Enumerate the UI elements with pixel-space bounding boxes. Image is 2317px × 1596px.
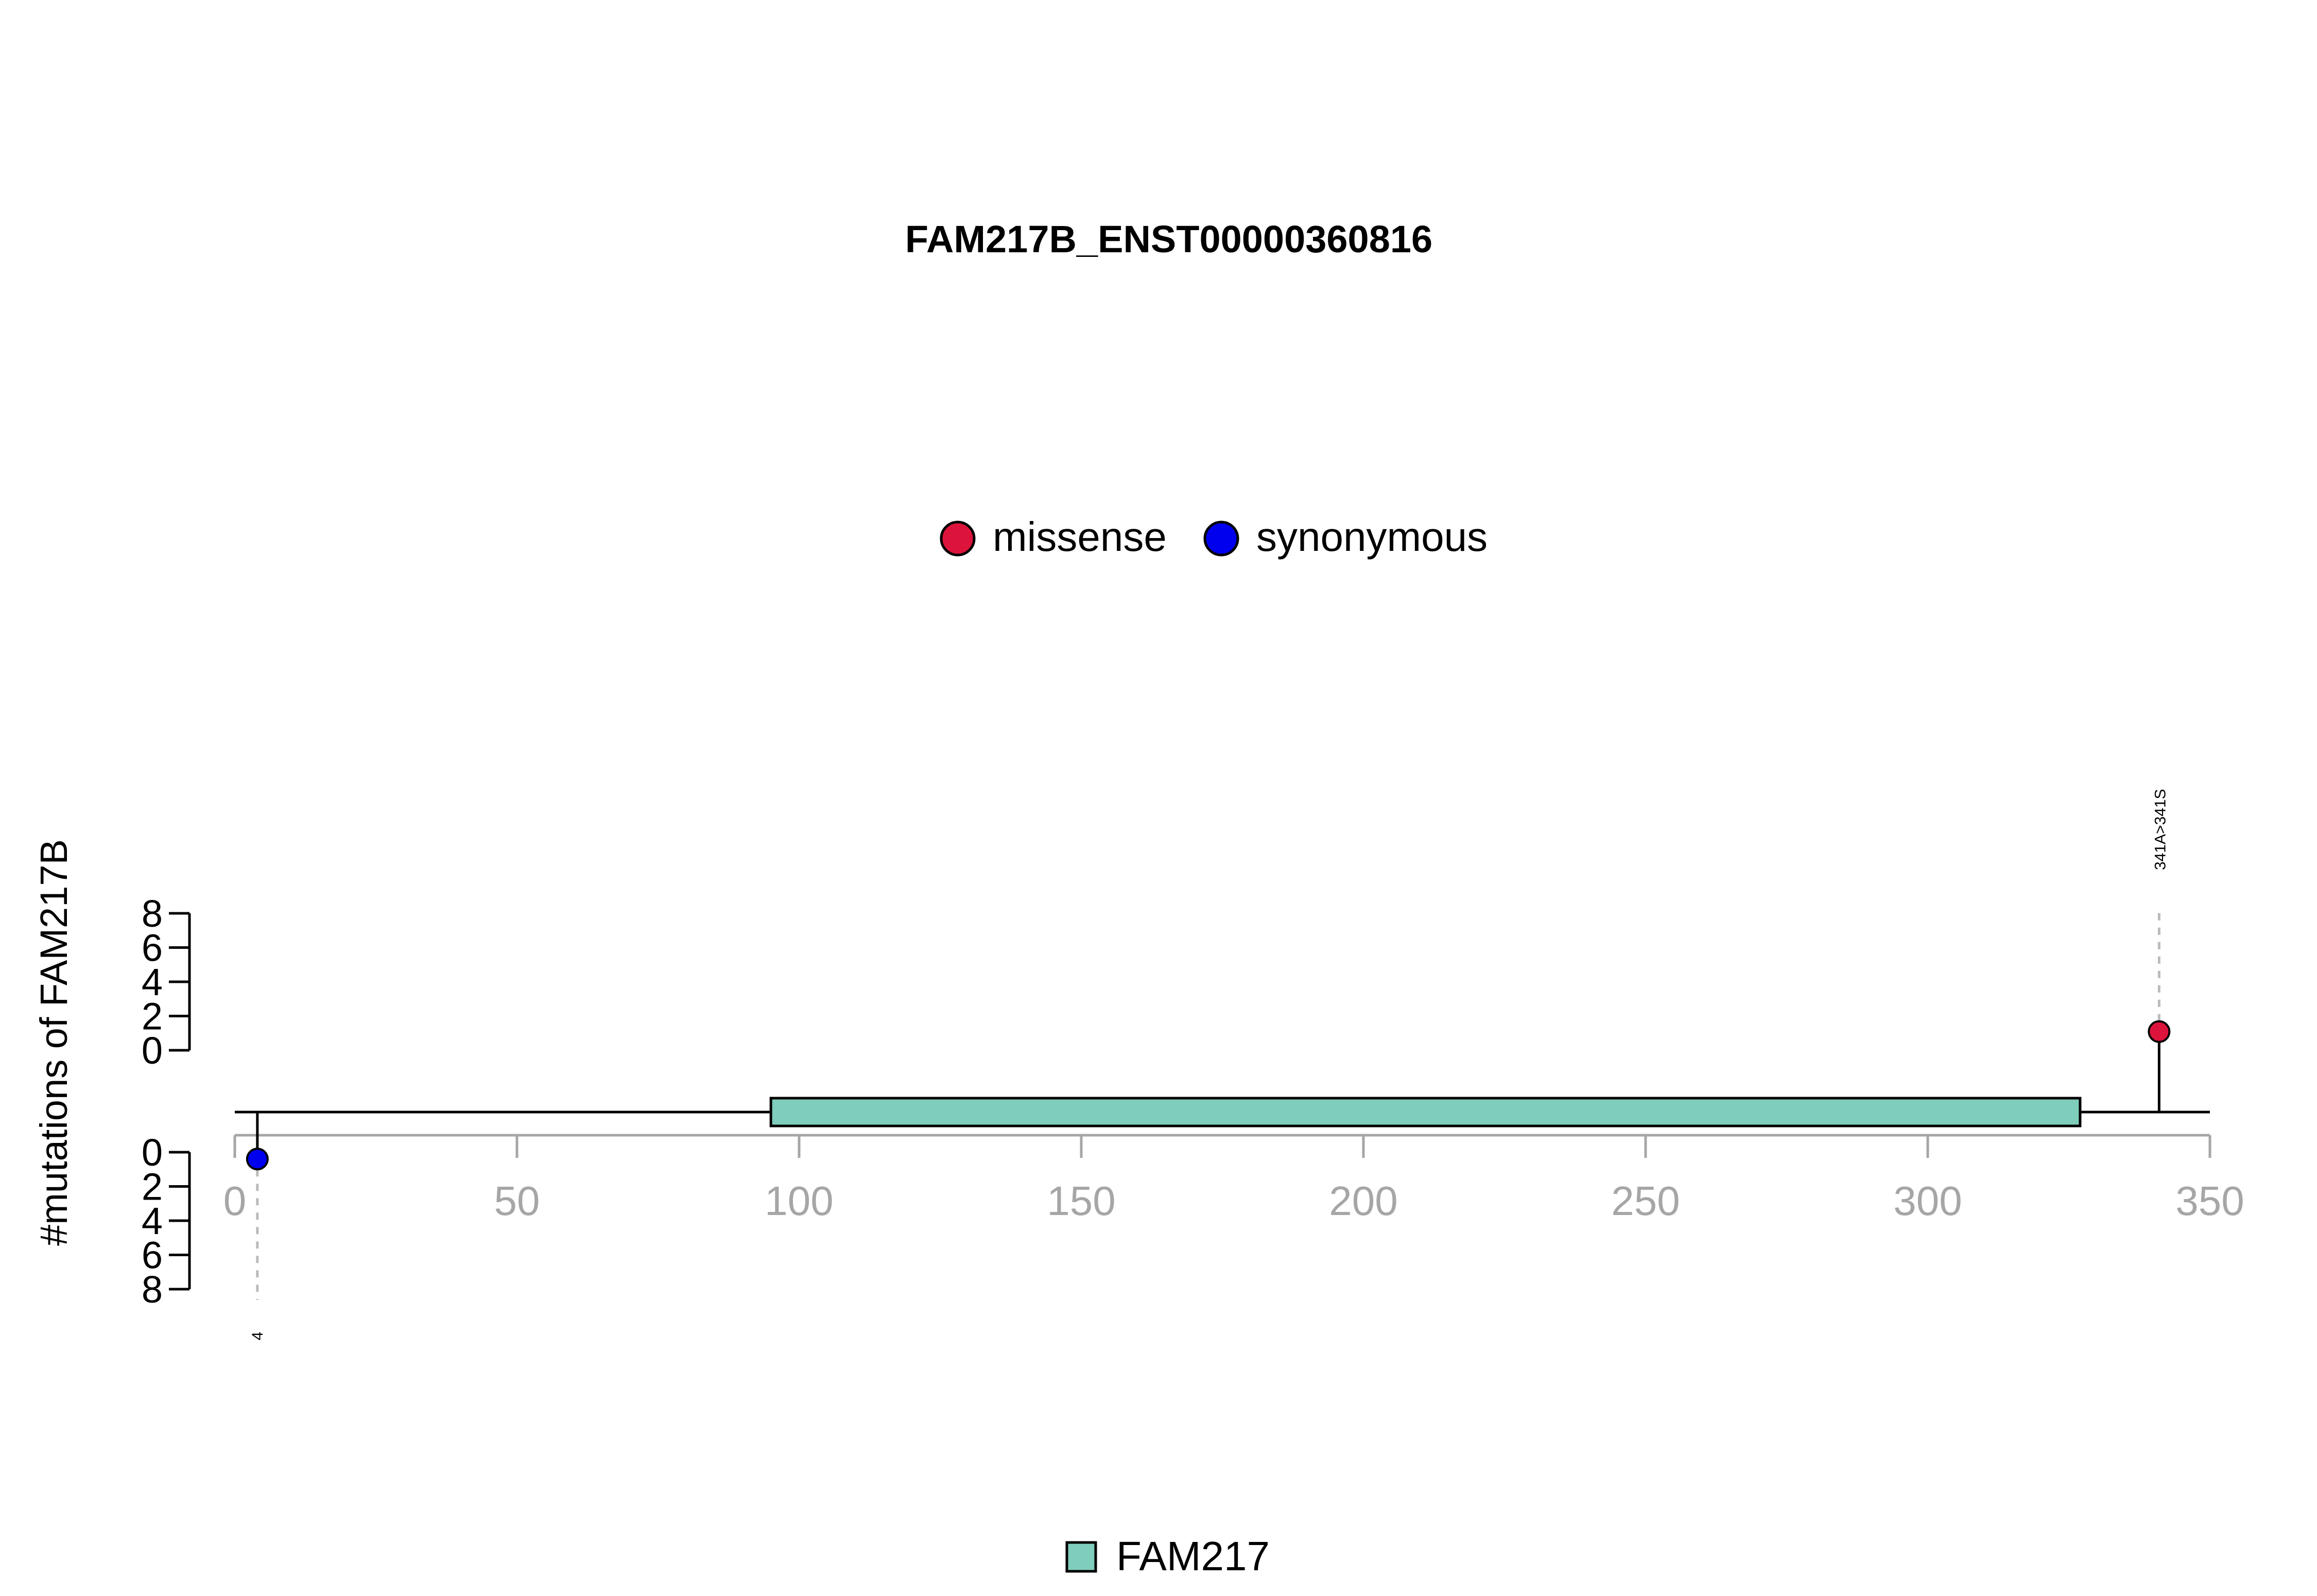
y-axis-label: #mutations of FAM217B bbox=[32, 839, 75, 1246]
x-tick-label: 200 bbox=[1329, 1178, 1397, 1224]
legend-marker-missense bbox=[940, 521, 976, 557]
domain-fam217 bbox=[769, 1097, 2082, 1127]
legend-marker-synonymous bbox=[1203, 521, 1239, 557]
legend-swatch-fam217 bbox=[1065, 1541, 1097, 1573]
chart-title: FAM217B_ENST00000360816 bbox=[905, 218, 1432, 261]
y-tick-label-bottom: 2 bbox=[142, 1166, 163, 1208]
x-tick-label: 300 bbox=[1893, 1178, 1962, 1224]
x-tick-label: 50 bbox=[494, 1178, 540, 1224]
lollipop-head-synonymous bbox=[246, 1148, 269, 1171]
x-tick-label: 0 bbox=[223, 1178, 247, 1224]
legend-label-synonymous: synonymous bbox=[1256, 514, 1488, 560]
mutation-type-legend: missense synonymous bbox=[940, 514, 1488, 560]
y-tick-label-bottom: 8 bbox=[142, 1268, 163, 1311]
x-tick-label: 250 bbox=[1611, 1178, 1680, 1224]
y-tick-label-top: 2 bbox=[142, 995, 163, 1038]
x-tick-label: 100 bbox=[765, 1178, 833, 1224]
y-tick-label-top: 0 bbox=[142, 1029, 163, 1072]
mutation-label: 341A>341S bbox=[2152, 789, 2169, 870]
mutation-label: 4 bbox=[249, 1332, 266, 1341]
lollipop-head-missense bbox=[2148, 1020, 2171, 1043]
y-tick-label-top: 8 bbox=[142, 892, 163, 935]
legend-label-fam217: FAM217 bbox=[1116, 1533, 1270, 1579]
y-tick-label-bottom: 4 bbox=[142, 1200, 163, 1242]
y-tick-label-bottom: 6 bbox=[142, 1234, 163, 1277]
y-tick-label-bottom: 0 bbox=[142, 1131, 163, 1174]
legend-label-missense: missense bbox=[993, 514, 1167, 560]
y-tick-label-top: 6 bbox=[142, 927, 163, 969]
y-tick-label-top: 4 bbox=[142, 961, 163, 1003]
domain-legend: FAM217 bbox=[1065, 1533, 1270, 1579]
x-tick-label: 350 bbox=[2175, 1178, 2244, 1224]
x-tick-label: 150 bbox=[1047, 1178, 1115, 1224]
